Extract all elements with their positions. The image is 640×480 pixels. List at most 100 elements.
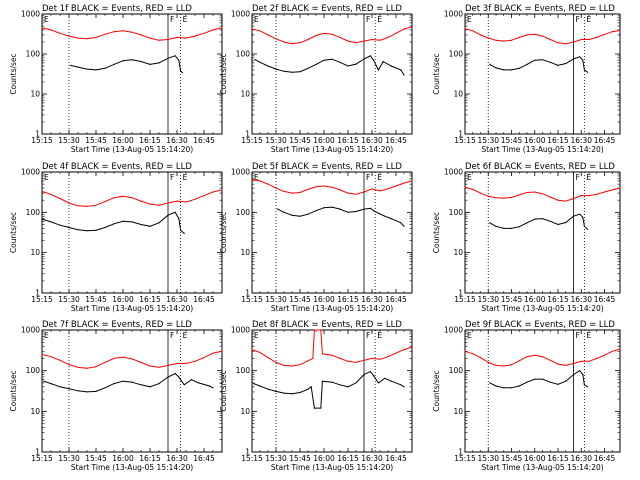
y-tick-label: 1 xyxy=(245,448,250,457)
series-line xyxy=(43,372,214,393)
y-tick-label: 1 xyxy=(35,289,40,298)
y-tick-label: 10 xyxy=(240,407,250,416)
marker-label-left: E xyxy=(44,173,49,182)
y-tick-label: 1 xyxy=(245,130,250,139)
x-tick-label: 15:45 xyxy=(85,454,107,463)
y-axis-label: Counts/sec xyxy=(432,370,441,411)
marker-label: F xyxy=(366,173,370,182)
x-axis-label: Start Time (13-Aug-05 15:14:20) xyxy=(271,145,393,154)
series-line xyxy=(251,26,413,45)
x-tick-label: 15:45 xyxy=(289,295,311,304)
marker-label: E xyxy=(377,331,382,340)
y-tick-label: 10 xyxy=(453,248,463,257)
series-line xyxy=(41,189,223,207)
y-tick-label: 1000 xyxy=(21,10,40,19)
y-tick-label: 10 xyxy=(240,90,250,99)
x-tick-label: 16:00 xyxy=(313,136,335,145)
marker-label: F xyxy=(366,331,370,340)
x-tick-label: 16:45 xyxy=(193,295,215,304)
marker-label: E xyxy=(586,15,591,24)
marker-label: E xyxy=(183,173,188,182)
marker-label: F xyxy=(366,15,370,24)
panel-5: Det 5f BLACK = Events, RED = LLD 1 10 100 10… xyxy=(219,162,413,313)
marker-label: E xyxy=(377,15,382,24)
x-tick-label: 15:15 xyxy=(31,136,53,145)
x-tick-label: 15:45 xyxy=(85,136,107,145)
y-axis-label: Counts/sec xyxy=(9,370,18,411)
panel-title: Det 9f BLACK = Events, RED = LLD xyxy=(465,320,615,330)
series-line xyxy=(464,348,621,367)
marker-label-left: E xyxy=(467,331,472,340)
x-tick-label: 16:15 xyxy=(139,295,161,304)
panel-3: Det 3f BLACK = Events, RED = LLD 1 10 100 10… xyxy=(432,4,621,154)
series-red xyxy=(464,186,621,202)
x-tick-label: 16:15 xyxy=(337,295,359,304)
panel-title: Det 6f BLACK = Events, RED = LLD xyxy=(465,162,615,172)
series-black xyxy=(277,206,405,227)
x-tick-label: 16:45 xyxy=(385,454,407,463)
series-red xyxy=(251,329,413,367)
y-tick-label: 10 xyxy=(30,407,40,416)
series-black xyxy=(489,370,589,389)
x-tick-label: 15:30 xyxy=(477,454,499,463)
series-line xyxy=(253,370,405,409)
y-tick-label: 100 xyxy=(449,208,464,217)
x-tick-label: 16:45 xyxy=(385,295,407,304)
series-red xyxy=(464,28,621,45)
x-tick-label: 16:30 xyxy=(570,295,592,304)
panel-6: Det 6f BLACK = Events, RED = LLD 1 10 100 10… xyxy=(432,162,621,313)
series-line xyxy=(254,55,405,76)
marker-label-left: E xyxy=(44,331,49,340)
x-tick-label: 16:45 xyxy=(193,454,215,463)
x-tick-label: 15:15 xyxy=(31,295,53,304)
x-tick-label: 15:30 xyxy=(58,454,80,463)
marker-label: F xyxy=(576,15,580,24)
x-tick-label: 15:15 xyxy=(241,136,263,145)
marker-label: F xyxy=(576,331,580,340)
marker-label-left: E xyxy=(467,173,472,182)
x-tick-label: 16:30 xyxy=(361,136,383,145)
series-line xyxy=(464,28,621,45)
x-tick-label: 15:15 xyxy=(241,295,263,304)
x-tick-label: 15:30 xyxy=(58,295,80,304)
x-tick-label: 16:00 xyxy=(313,295,335,304)
x-tick-label: 16:00 xyxy=(112,295,134,304)
x-tick-label: 15:45 xyxy=(289,136,311,145)
y-tick-label: 1000 xyxy=(21,326,40,335)
y-axis-label: Counts/sec xyxy=(219,212,228,253)
y-tick-label: 1 xyxy=(458,130,463,139)
marker-label: F xyxy=(170,15,174,24)
x-tick-label: 15:15 xyxy=(31,454,53,463)
y-tick-label: 100 xyxy=(236,208,251,217)
series-black xyxy=(489,213,589,230)
y-tick-label: 1000 xyxy=(444,10,463,19)
x-tick-label: 16:45 xyxy=(594,295,616,304)
panel-title: Det 3f BLACK = Events, RED = LLD xyxy=(465,4,615,14)
y-tick-label: 1 xyxy=(245,289,250,298)
y-tick-label: 1000 xyxy=(444,168,463,177)
series-black xyxy=(253,370,405,409)
y-tick-label: 1000 xyxy=(231,326,250,335)
y-axis-label: Counts/sec xyxy=(432,53,441,94)
marker-label: F xyxy=(170,331,174,340)
x-tick-label: 16:30 xyxy=(166,295,188,304)
y-axis-label: Counts/sec xyxy=(432,212,441,253)
x-tick-label: 16:00 xyxy=(524,136,546,145)
series-line xyxy=(41,211,185,234)
y-tick-label: 100 xyxy=(236,366,251,375)
series-red xyxy=(41,27,223,41)
series-line xyxy=(70,55,183,74)
series-black xyxy=(43,372,214,393)
series-line xyxy=(489,56,588,73)
panel-title: Det 8f BLACK = Events, RED = LLD xyxy=(252,320,402,330)
y-tick-label: 10 xyxy=(240,248,250,257)
x-tick-label: 16:45 xyxy=(594,136,616,145)
x-tick-label: 16:15 xyxy=(139,136,161,145)
x-tick-label: 15:15 xyxy=(454,295,476,304)
marker-label: E xyxy=(183,15,188,24)
x-tick-label: 16:00 xyxy=(524,295,546,304)
y-tick-label: 100 xyxy=(449,50,464,59)
x-tick-label: 15:45 xyxy=(85,295,107,304)
x-tick-label: 15:30 xyxy=(265,454,287,463)
x-tick-label: 15:30 xyxy=(58,136,80,145)
